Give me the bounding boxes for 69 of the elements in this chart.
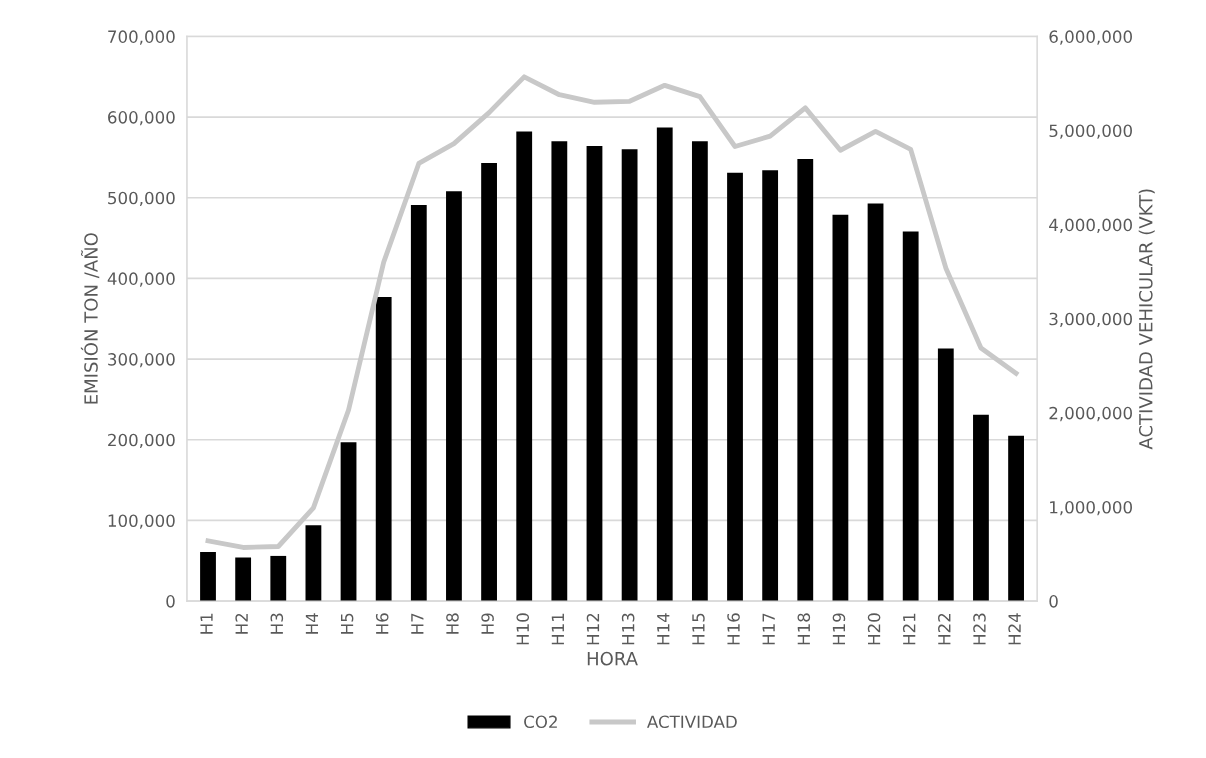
bar — [937, 348, 954, 602]
y-tick-label: 200,000 — [108, 433, 175, 449]
x-tick-label: H6 — [375, 613, 389, 634]
bar — [902, 231, 919, 602]
line-series — [205, 74, 1019, 550]
x-tick-label: H24 — [1008, 613, 1021, 645]
y-tick-label: 100,000 — [108, 514, 175, 529]
y-tick-label: 300,000 — [108, 353, 175, 368]
x-tick-label: H4 — [305, 613, 319, 634]
bar — [340, 442, 357, 602]
x-axis-title: HORA — [587, 651, 638, 666]
x-tick-label: H20 — [867, 613, 881, 645]
x-tick-label: H13 — [621, 613, 635, 645]
x-tick-label: H12 — [586, 613, 600, 645]
x-tick-label: H21 — [902, 613, 916, 645]
bar — [551, 141, 568, 602]
y-tick-label: 700,000 — [108, 30, 175, 45]
bar — [621, 149, 638, 602]
bar — [235, 557, 252, 602]
bar — [691, 141, 708, 602]
x-tick-label: H1 — [200, 613, 213, 634]
x-tick-label: H11 — [551, 613, 564, 645]
y-tick-label: 500,000 — [108, 191, 175, 206]
x-tick-label: H18 — [797, 613, 811, 645]
bar — [305, 525, 322, 602]
y-tick-label: 0 — [166, 595, 175, 608]
y-tick-label: 400,000 — [107, 272, 175, 287]
bar — [973, 414, 989, 602]
x-tick-label: H8 — [446, 613, 459, 634]
x-tick-label: H14 — [657, 613, 670, 645]
legend-label: ACTIVIDAD — [647, 715, 737, 729]
x-tick-label: H16 — [727, 613, 740, 645]
bar — [832, 214, 849, 602]
bar — [375, 296, 392, 602]
x-tick-label: H5 — [340, 613, 354, 634]
x-tick-label: H23 — [973, 613, 986, 645]
x-tick-label: H9 — [481, 613, 494, 634]
x-tick-label: H15 — [692, 613, 705, 645]
y2-axis-title: ACTIVIDAD VEHICULAR (VKT) — [1138, 189, 1155, 450]
x-tick-label: H17 — [762, 613, 775, 645]
y2-tick-label: 3,000,000 — [1049, 312, 1132, 328]
bar — [481, 163, 497, 602]
bar — [516, 131, 533, 602]
bar — [797, 159, 814, 602]
bar — [410, 204, 427, 602]
bar — [656, 127, 673, 602]
x-tick-label: H19 — [832, 613, 846, 645]
x-tick-label: H10 — [516, 613, 530, 645]
y-tick-label: 600,000 — [108, 111, 175, 126]
bar — [200, 551, 216, 602]
x-tick-label: H2 — [235, 613, 248, 634]
x-tick-label: H22 — [938, 613, 951, 645]
y2-tick-label: 2,000,000 — [1049, 406, 1132, 422]
bar — [270, 555, 287, 602]
x-tick-label: H3 — [270, 613, 284, 634]
bar — [446, 191, 462, 602]
x-tick-label: H7 — [411, 613, 424, 634]
y2-tick-label: 0 — [1049, 595, 1058, 608]
bar — [1008, 435, 1024, 602]
bar — [762, 170, 779, 602]
legend-label: CO2 — [524, 715, 557, 729]
y2-tick-label: 5,000,000 — [1049, 124, 1132, 139]
bar — [867, 203, 884, 602]
y2-tick-label: 6,000,000 — [1049, 30, 1132, 45]
bar — [727, 172, 743, 602]
y-axis-title: EMISIÓN TON /AÑO — [80, 233, 100, 404]
bar — [586, 146, 603, 602]
y2-tick-label: 1,000,000 — [1050, 500, 1132, 516]
y2-tick-label: 4,000,000 — [1049, 218, 1132, 233]
